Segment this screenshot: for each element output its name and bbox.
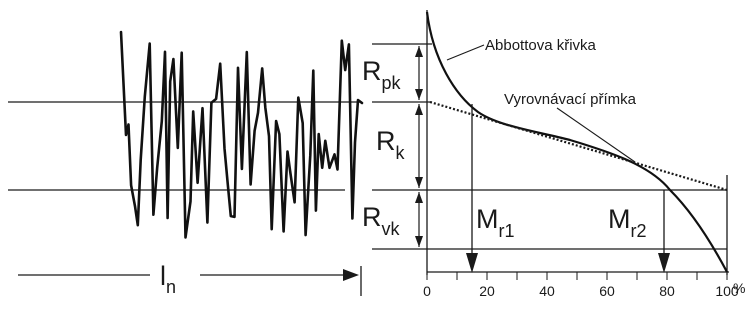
evaluation-length-arrow-icon xyxy=(343,269,359,281)
rpk-label: Rpk xyxy=(362,56,402,93)
mr1-label: Mr1 xyxy=(476,204,515,241)
rpk-arrow-bottom-icon xyxy=(415,89,423,100)
abbott-curve-leader xyxy=(446,44,485,61)
evaluation-length-label: ln xyxy=(160,261,176,297)
x-axis-tick-label: 0 xyxy=(423,283,431,299)
roughness-profile-trace xyxy=(119,30,364,239)
equivalent-straight-line xyxy=(429,100,728,192)
rvk-arrow-top-icon xyxy=(415,192,423,203)
equivalent-line-label: Vyrovnávací přímka xyxy=(504,91,637,108)
rvk-label: Rvk xyxy=(362,202,401,239)
x-axis-tick-labels: 0 20 40 60 80 100 xyxy=(423,283,739,299)
rk-arrow-bottom-icon xyxy=(415,177,423,188)
rpk-arrow-top-icon xyxy=(415,46,423,57)
abbott-curve-panel: 0 20 40 60 80 100 % Rpk Rk Rvk Mr1 Mr2 Abbott… xyxy=(362,10,745,299)
x-axis-tick-label: 60 xyxy=(599,283,615,299)
mr1-arrow-head-icon xyxy=(466,253,478,273)
mr2-arrow-head-icon xyxy=(658,253,670,273)
x-axis-tick-label: 100 xyxy=(715,283,739,299)
x-axis-tick-label: 20 xyxy=(479,283,495,299)
rk-arrow-top-icon xyxy=(415,104,423,115)
rk-label: Rk xyxy=(376,126,406,163)
x-axis-unit-label: % xyxy=(733,280,745,296)
rvk-arrow-bottom-icon xyxy=(415,236,423,247)
abbott-curve xyxy=(425,11,728,273)
x-axis-tick-label: 80 xyxy=(659,283,675,299)
x-axis-tick-label: 40 xyxy=(539,283,555,299)
roughness-profile-panel: ln xyxy=(8,30,364,297)
equivalent-line-leader xyxy=(556,107,636,163)
abbott-curve-label: Abbottova křivka xyxy=(485,37,597,54)
x-axis-minor-ticks xyxy=(426,272,728,280)
mr2-label: Mr2 xyxy=(608,204,647,241)
